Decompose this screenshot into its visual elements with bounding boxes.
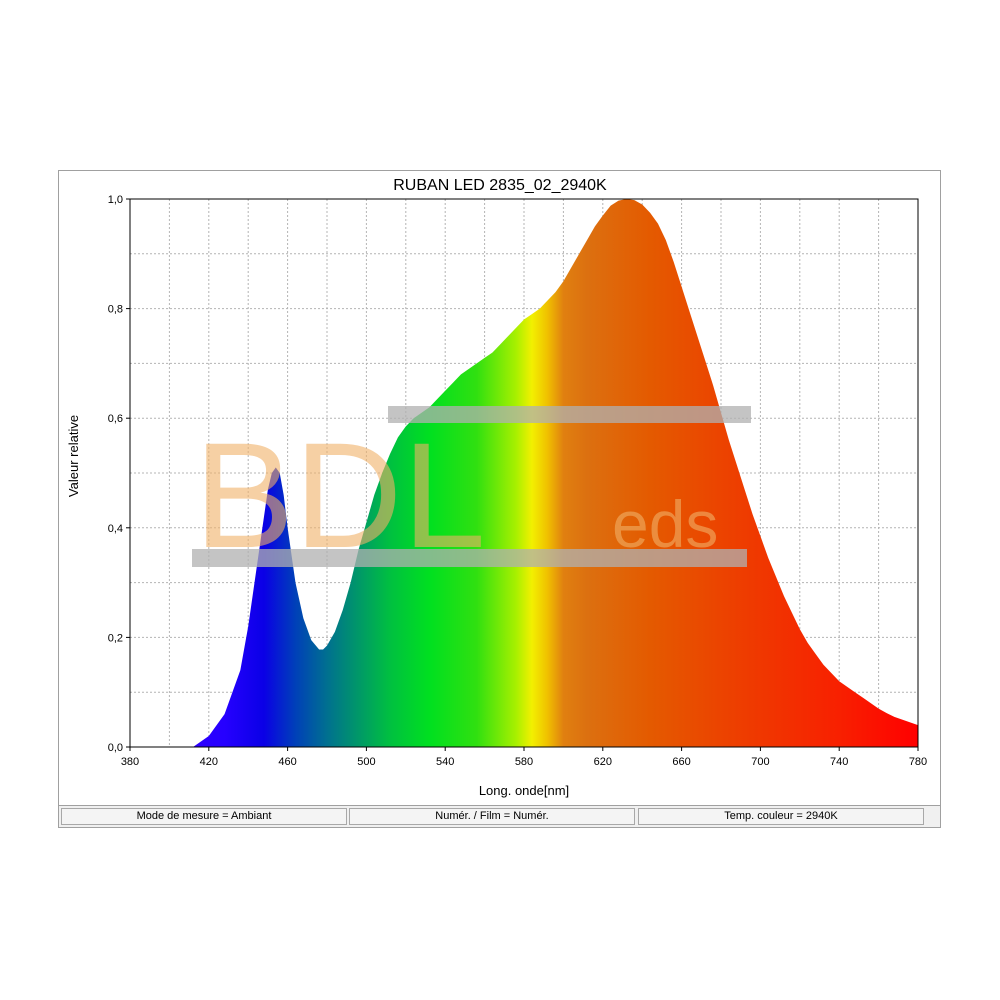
x-tick-label: 380 <box>121 756 139 768</box>
chart-title: RUBAN LED 2835_02_2940K <box>393 177 607 194</box>
watermark-bar-bottom <box>192 549 747 567</box>
watermark: BDL eds <box>192 406 751 579</box>
y-tick-label: 0,0 <box>108 742 123 754</box>
status-color-temp: Temp. couleur = 2940K <box>638 808 924 825</box>
watermark-bar-top <box>388 406 751 423</box>
x-tick-label: 540 <box>436 756 454 768</box>
x-tick-label: 580 <box>515 756 533 768</box>
x-tick-label: 740 <box>830 756 848 768</box>
watermark-logo-subtext: eds <box>612 487 718 561</box>
y-tick-label: 0,2 <box>108 632 123 644</box>
y-tick-label: 1,0 <box>108 194 123 206</box>
y-tick-label: 0,6 <box>108 413 123 425</box>
status-bar: Mode de mesure = Ambiant Numér. / Film =… <box>58 805 941 828</box>
x-tick-label: 660 <box>672 756 690 768</box>
status-numer-film: Numér. / Film = Numér. <box>349 808 635 825</box>
y-tick-label: 0,8 <box>108 304 123 316</box>
x-axis-label: Long. onde[nm] <box>479 783 569 798</box>
x-tick-label: 620 <box>594 756 612 768</box>
x-tick-label: 500 <box>357 756 375 768</box>
y-axis-label: Valeur relative <box>66 415 81 497</box>
spectrum-area <box>130 199 918 747</box>
x-tick-label: 700 <box>751 756 769 768</box>
x-tick-label: 420 <box>200 756 218 768</box>
y-tick-label: 0,4 <box>108 523 123 535</box>
axis-ticks: 380 420 460 500 540 580 620 660 700 740 780 0,0 0,2 0… <box>108 194 927 768</box>
x-tick-label: 460 <box>278 756 296 768</box>
status-measure-mode: Mode de mesure = Ambiant <box>61 808 347 825</box>
x-tick-label: 780 <box>909 756 927 768</box>
